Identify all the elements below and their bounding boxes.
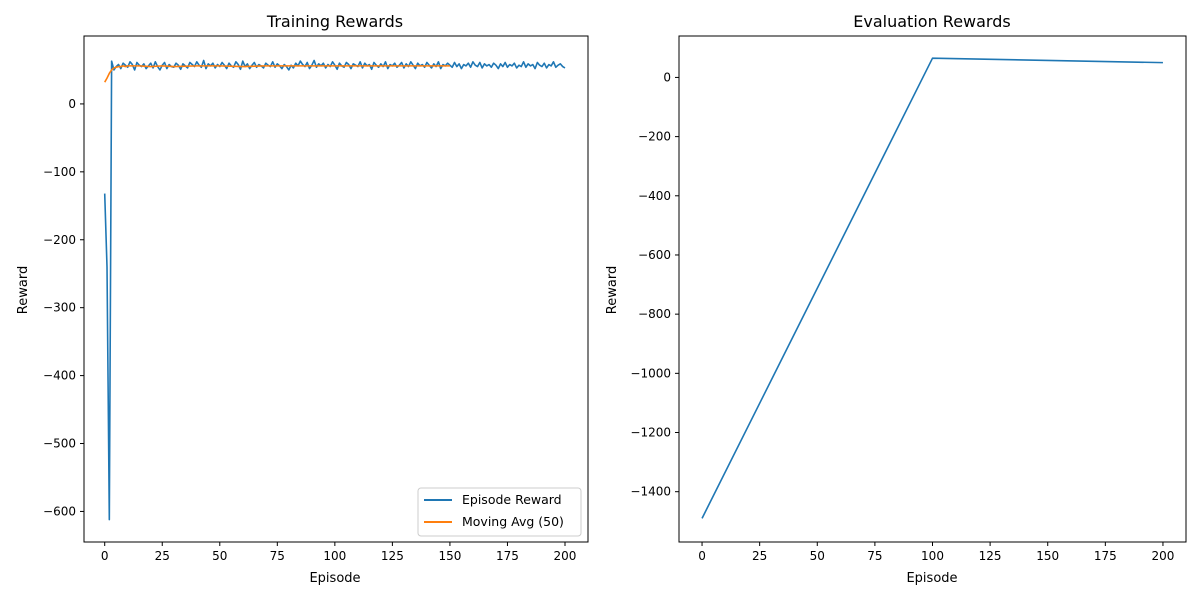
y-tick-label: −500 (43, 437, 76, 451)
x-tick-label: 75 (867, 549, 882, 563)
x-ticks: 0 25 50 75 100 125 150 175 200 (101, 542, 577, 563)
x-axis-label: Episode (309, 571, 360, 586)
training-rewards-chart: Training Rewards Episode Reward 0 25 50 75 1… (16, 12, 589, 586)
x-tick-label: 25 (155, 549, 170, 563)
y-tick-label: −600 (43, 504, 76, 518)
x-tick-label: 175 (496, 549, 519, 563)
legend-label-episode-reward: Episode Reward (462, 492, 562, 507)
y-tick-label: −200 (638, 130, 671, 144)
x-tick-label: 50 (810, 549, 825, 563)
x-tick-label: 125 (381, 549, 404, 563)
x-tick-label: 200 (1152, 549, 1175, 563)
y-axis-label: Reward (16, 266, 31, 314)
x-tick-label: 100 (921, 549, 944, 563)
x-tick-label: 25 (752, 549, 767, 563)
y-axis-label: Reward (605, 266, 620, 314)
chart-title: Training Rewards (266, 12, 403, 31)
x-tick-label: 200 (554, 549, 577, 563)
y-tick-label: −100 (43, 165, 76, 179)
legend-label-moving-avg: Moving Avg (50) (462, 514, 564, 529)
x-tick-label: 75 (270, 549, 285, 563)
x-tick-label: 150 (1036, 549, 1059, 563)
series-line-episode-reward (103, 59, 566, 521)
y-tick-label: −400 (638, 189, 671, 203)
x-tick-label: 0 (698, 549, 706, 563)
y-tick-label: −400 (43, 369, 76, 383)
series-layer (701, 57, 1163, 519)
x-tick-label: 175 (1094, 549, 1117, 563)
series-line-series-0 (701, 57, 1163, 519)
x-tick-label: 150 (438, 549, 461, 563)
legend-box (417, 487, 582, 537)
y-ticks: −600 −500 −400 −300 −200 −100 0 (43, 97, 84, 518)
series-line-moving-avg-50 (104, 65, 450, 83)
y-tick-label: −300 (43, 301, 76, 315)
evaluation-rewards-chart: Evaluation Rewards Episode Reward 0 25 50 7… (605, 12, 1187, 586)
y-tick-label: −200 (43, 233, 76, 247)
y-tick-label: −800 (638, 307, 671, 321)
y-tick-label: −1000 (630, 366, 671, 380)
x-axis-label: Episode (906, 571, 957, 586)
legend: Episode Reward Moving Avg (50) (417, 487, 582, 537)
y-tick-label: 0 (663, 70, 671, 84)
x-tick-label: 50 (212, 549, 227, 563)
chart-title: Evaluation Rewards (853, 12, 1010, 31)
plot-frame (83, 35, 589, 543)
x-tick-label: 125 (979, 549, 1002, 563)
x-tick-label: 100 (323, 549, 346, 563)
x-tick-label: 0 (101, 549, 109, 563)
x-ticks: 0 25 50 75 100 125 150 175 200 (698, 542, 1174, 563)
y-ticks: −1400 −1200 −1000 −800 −600 −400 −200 0 (630, 70, 679, 499)
y-tick-label: −1200 (630, 426, 671, 440)
y-tick-label: −600 (638, 248, 671, 262)
y-tick-label: −1400 (630, 485, 671, 499)
plot-frame (678, 35, 1187, 543)
y-tick-label: 0 (68, 97, 76, 111)
series-layer (103, 59, 566, 521)
